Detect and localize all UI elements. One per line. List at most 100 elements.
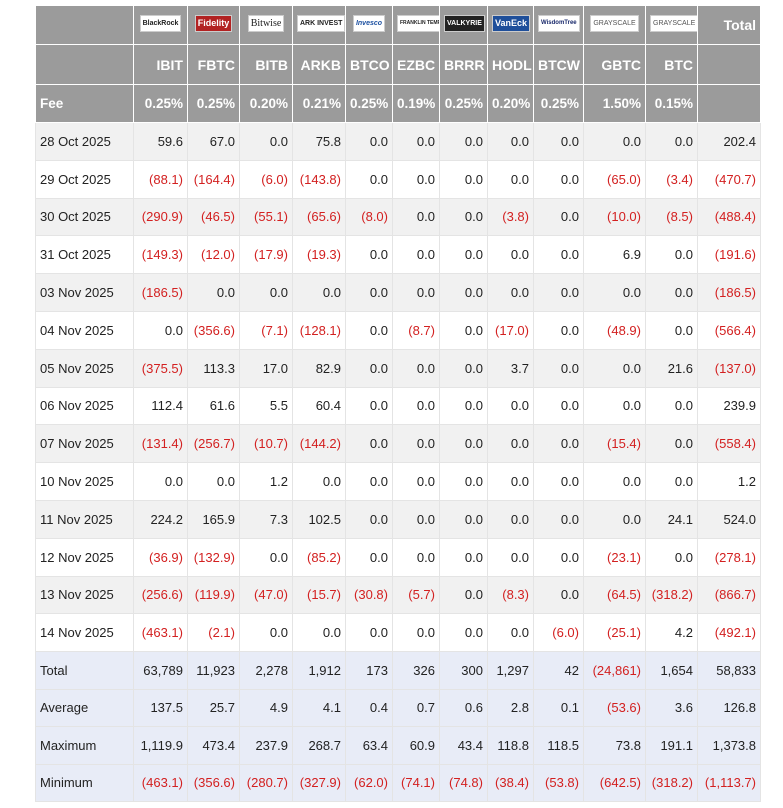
flow-value: 0.0 — [345, 122, 393, 161]
flow-value: (24,861) — [583, 651, 646, 690]
flow-value: (164.4) — [187, 159, 240, 199]
row-label: 14 Nov 2025 — [35, 613, 134, 653]
row-label: 29 Oct 2025 — [35, 159, 134, 199]
fee: 0.25% — [439, 84, 488, 123]
flow-value: 0.0 — [439, 499, 488, 539]
flow-value: 0.0 — [392, 613, 440, 653]
ticker: IBIT — [133, 44, 188, 85]
flow-value: 0.0 — [439, 424, 488, 464]
flow-value: 0.0 — [533, 235, 584, 275]
data-row: 30 Oct 2025 (290.9) (46.5) (55.1) (65.6) (8.0… — [35, 197, 761, 237]
logo-cell: FRANKLIN TEMPLETON — [392, 5, 440, 45]
data-row: 28 Oct 2025 59.6 67.0 0.0 75.8 0.0 0.0 0.0 0.0 0.… — [35, 122, 761, 161]
flow-value: 0.0 — [345, 499, 393, 539]
flow-value: 524.0 — [697, 499, 761, 539]
flow-value: (492.1) — [697, 613, 761, 653]
flow-value: 1,912 — [292, 651, 346, 690]
issuer-logo: VanEck — [492, 15, 531, 32]
logo-cell: Invesco — [345, 5, 393, 45]
flow-value: (128.1) — [292, 310, 346, 350]
flow-value: (74.8) — [439, 763, 488, 803]
fee: 0.20% — [487, 84, 534, 123]
flow-value: 0.0 — [583, 386, 646, 426]
data-row: 06 Nov 2025 112.4 61.6 5.5 60.4 0.0 0.0 0.0 0.0 0… — [35, 386, 761, 426]
flow-value: (15.4) — [583, 424, 646, 464]
flow-value: 0.0 — [345, 462, 393, 501]
flow-value: (38.4) — [487, 763, 534, 803]
flow-value: (15.7) — [292, 575, 346, 615]
flow-value: (8.5) — [645, 197, 698, 237]
flow-value: 0.0 — [533, 273, 584, 312]
flow-value: (149.3) — [133, 235, 188, 275]
flow-value: (65.6) — [292, 197, 346, 237]
flow-value: 0.0 — [239, 537, 293, 577]
data-row: 03 Nov 2025 (186.5) 0.0 0.0 0.0 0.0 0.0 0.0 0.0 0… — [35, 273, 761, 312]
header-cell — [35, 44, 134, 85]
flow-value: (866.7) — [697, 575, 761, 615]
issuer-logo: ARK INVEST — [297, 15, 345, 32]
row-label: 10 Nov 2025 — [35, 462, 134, 501]
fee: 0.15% — [645, 84, 698, 123]
flow-value: 0.0 — [392, 122, 440, 161]
flow-value: (256.6) — [133, 575, 188, 615]
flow-value: (10.7) — [239, 424, 293, 464]
ticker: EZBC — [392, 44, 440, 85]
issuer-logo: Fidelity — [194, 15, 233, 32]
flow-value: 3.7 — [487, 348, 534, 388]
fee: 0.25% — [187, 84, 240, 123]
flow-value: (318.2) — [645, 763, 698, 803]
flow-value: 0.0 — [645, 462, 698, 501]
row-label: 06 Nov 2025 — [35, 386, 134, 426]
logo-cell: Fidelity — [187, 5, 240, 45]
flow-value: 63,789 — [133, 651, 188, 690]
ticker-row: IBIT FBTC BITB ARKB BTCO EZBC BRRR HODL BTCW GBTC… — [35, 44, 761, 85]
flow-value: (8.0) — [345, 197, 393, 237]
issuer-logo: GRAYSCALE — [590, 15, 639, 32]
flow-value: (30.8) — [345, 575, 393, 615]
flow-value: 0.0 — [392, 159, 440, 199]
ticker: BRRR — [439, 44, 488, 85]
flow-value: 0.0 — [392, 424, 440, 464]
flow-value: 0.0 — [583, 273, 646, 312]
flow-value: 0.1 — [533, 688, 584, 728]
logo-cell: ARK INVEST — [292, 5, 346, 45]
flow-value: (65.0) — [583, 159, 646, 199]
flow-value: 0.0 — [439, 575, 488, 615]
flow-value: (88.1) — [133, 159, 188, 199]
flow-value: 0.0 — [533, 462, 584, 501]
flow-value: 0.0 — [439, 235, 488, 275]
ticker: FBTC — [187, 44, 240, 85]
flow-value: 2,278 — [239, 651, 293, 690]
data-row: 11 Nov 2025 224.2 165.9 7.3 102.5 0.0 0.0 0.0 0.… — [35, 499, 761, 539]
issuer-logo: Invesco — [352, 15, 386, 32]
flow-value: 0.0 — [292, 613, 346, 653]
flow-value: 60.4 — [292, 386, 346, 426]
flow-value: 0.0 — [239, 613, 293, 653]
flow-value: 0.0 — [439, 273, 488, 312]
flow-value: 0.0 — [345, 348, 393, 388]
flow-value: (74.1) — [392, 763, 440, 803]
flow-value: 21.6 — [645, 348, 698, 388]
flow-value: (12.0) — [187, 235, 240, 275]
flow-value: (558.4) — [697, 424, 761, 464]
ticker: GBTC — [583, 44, 646, 85]
flow-value: 61.6 — [187, 386, 240, 426]
summary-row: Total 63,789 11,923 2,278 1,912 173 326 300 1,29… — [35, 651, 761, 690]
flow-value: 0.0 — [439, 537, 488, 577]
flow-value: 0.0 — [533, 159, 584, 199]
flow-value: (375.5) — [133, 348, 188, 388]
ticker: BTCW — [533, 44, 584, 85]
flow-value: 118.8 — [487, 726, 534, 765]
flow-value: 0.0 — [533, 537, 584, 577]
logo-cell: VALKYRIE — [439, 5, 488, 45]
flow-value: (642.5) — [583, 763, 646, 803]
flow-value: 0.0 — [533, 310, 584, 350]
fee-row: Fee 0.25% 0.25% 0.20% 0.21% 0.25% 0.19% 0.25% 0.… — [35, 84, 761, 123]
flow-value: 67.0 — [187, 122, 240, 161]
flow-value: 5.5 — [239, 386, 293, 426]
flow-value: 0.0 — [345, 613, 393, 653]
flow-value: 0.0 — [487, 159, 534, 199]
flow-value: 3.6 — [645, 688, 698, 728]
summary-row: Minimum (463.1) (356.6) (280.7) (327.9) (62.0… — [35, 763, 761, 803]
flow-value: 0.0 — [645, 310, 698, 350]
